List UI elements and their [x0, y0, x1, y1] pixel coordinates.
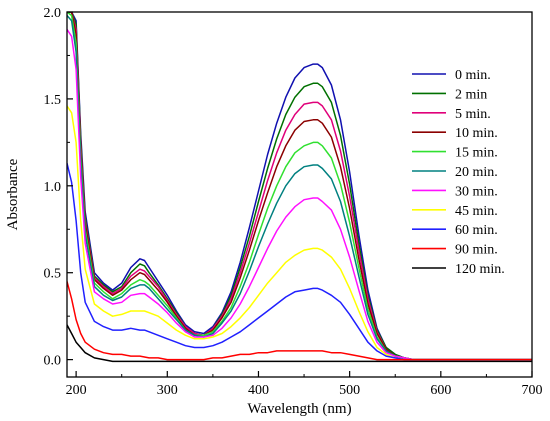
- y-tick-label: 1.0: [44, 180, 62, 195]
- series-line-1: [67, 12, 532, 361]
- legend-label: 60 min.: [455, 223, 498, 238]
- x-tick-label: 500: [339, 383, 360, 398]
- y-tick-label: 0.5: [44, 267, 62, 282]
- legend-label: 120 min.: [455, 262, 505, 277]
- series-layer: [67, 12, 532, 363]
- legend-label: 20 min.: [455, 165, 498, 180]
- x-tick-label: 300: [157, 383, 178, 398]
- legend-label: 45 min.: [455, 204, 498, 219]
- legend-label: 90 min.: [455, 243, 498, 258]
- legend-label: 2 min: [455, 87, 487, 102]
- x-tick-label: 700: [522, 383, 543, 398]
- legend-label: 0 min.: [455, 68, 491, 83]
- y-tick-label: 2.0: [44, 6, 62, 21]
- x-axis-title: Wavelength (nm): [247, 401, 351, 417]
- series-line-7: [67, 105, 532, 361]
- axis-layer: 200 300 400 500 600 700 0.0 0.5 1.0 1.5 2.0: [44, 6, 543, 398]
- legend-label: 10 min.: [455, 126, 498, 141]
- legend-label: 30 min.: [455, 184, 498, 199]
- y-tick-label: 0.0: [44, 354, 62, 369]
- series-line-6: [67, 28, 532, 361]
- series-line-5: [67, 15, 532, 361]
- y-tick-label: 1.5: [44, 93, 62, 108]
- series-line-9: [67, 281, 532, 361]
- series-line-10: [67, 324, 532, 363]
- legend-label: 15 min.: [455, 146, 498, 161]
- y-axis-title: Absorbance: [5, 158, 21, 230]
- x-tick-label: 200: [66, 383, 87, 398]
- x-tick-label: 400: [248, 383, 269, 398]
- legend: 0 min. 2 min 5 min. 10 min. 15 min. 20 min. 30…: [412, 68, 505, 277]
- legend-label: 5 min.: [455, 107, 491, 122]
- series-line-8: [67, 163, 532, 361]
- plot-frame: [66, 11, 533, 378]
- x-tick-label: 600: [430, 383, 451, 398]
- series-line-3: [67, 12, 532, 361]
